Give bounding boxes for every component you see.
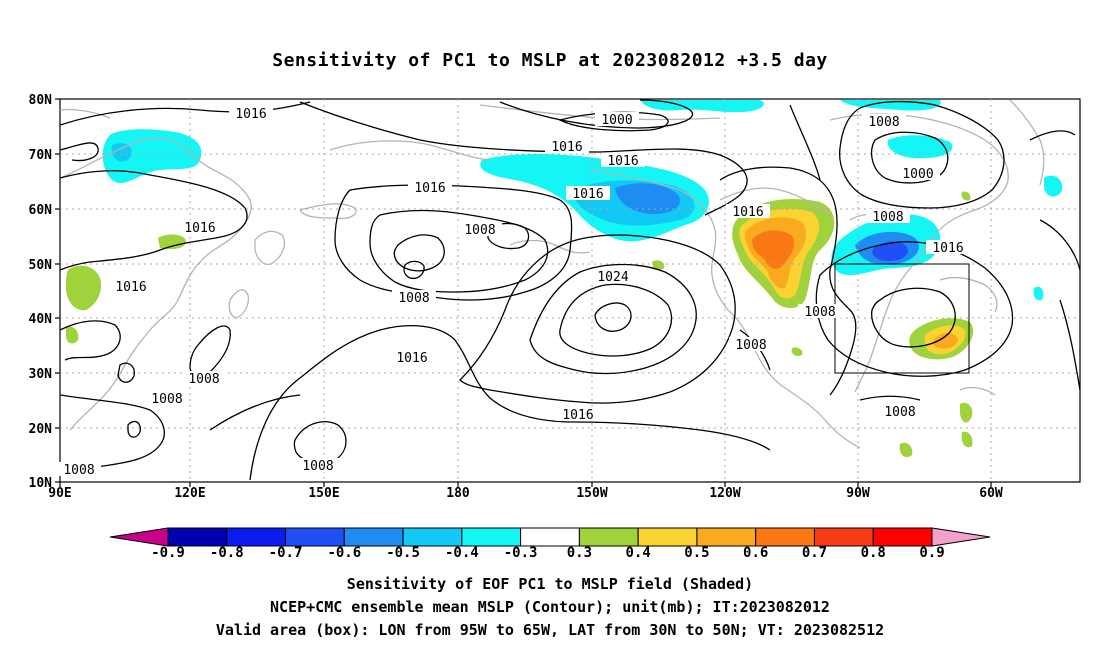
contour-label: 1024 — [597, 270, 628, 285]
contour-label: 1016 — [235, 107, 266, 122]
caption-line-1: Sensitivity of EOF PC1 to MSLP field (Sh… — [346, 575, 754, 593]
neg-region-small — [1033, 286, 1044, 301]
pos-region-small5 — [791, 347, 803, 357]
lon-label: 120E — [174, 486, 205, 501]
colorbar-label: -0.7 — [269, 545, 303, 561]
colorbar-left-triangle — [109, 527, 169, 547]
lat-label: 80N — [29, 93, 53, 108]
contour-label: 1016 — [184, 221, 215, 236]
colorbar-label: 0.8 — [861, 545, 886, 561]
colorbar-segment — [637, 527, 698, 547]
lat-label: 70N — [29, 148, 53, 163]
contour-label: 1016 — [732, 205, 763, 220]
contour-label: 1016 — [562, 408, 593, 423]
pos-region-small4 — [961, 431, 973, 448]
pos-region-small2 — [960, 402, 973, 423]
colorbar-segment — [813, 527, 874, 547]
colorbar-label: 0.5 — [684, 545, 709, 561]
contour-label: 1008 — [63, 463, 94, 478]
contour-label: 1016 — [607, 154, 638, 169]
contour-label: 1008 — [872, 210, 903, 225]
contour-label: 1016 — [396, 351, 427, 366]
neg-region-atlantic — [1044, 175, 1063, 197]
colorbar-segment — [520, 527, 580, 547]
pos-region-small1 — [652, 260, 665, 270]
colorbar-label: -0.8 — [210, 545, 244, 561]
colorbar-label: -0.6 — [327, 545, 361, 561]
colorbar-label: 0.6 — [743, 545, 768, 561]
contour-label: 1000 — [601, 113, 632, 128]
colorbar-label: 0.9 — [919, 545, 944, 561]
colorbar-right-triangle — [931, 527, 991, 547]
contour-label: 1008 — [735, 338, 766, 353]
lon-label: 60W — [979, 486, 1003, 501]
colorbar-segment — [343, 527, 404, 547]
lat-label: 30N — [29, 367, 53, 382]
colorbar-segment — [755, 527, 815, 547]
pos-region-west-coast-06 — [752, 230, 795, 269]
colorbar: -0.9 -0.8 -0.7 -0.6 -0.5 -0.4 -0.3 0.3 0.4 0.5 0.6… — [109, 527, 991, 561]
colorbar-segment — [167, 527, 228, 547]
colorbar-segment — [226, 527, 287, 547]
neg-region-canada-core — [872, 241, 908, 262]
caption-line-2: NCEP+CMC ensemble mean MSLP (Contour); u… — [270, 598, 830, 616]
pos-region-small6 — [961, 191, 971, 201]
lon-label: 150E — [308, 486, 339, 501]
contour-label: 1000 — [902, 167, 933, 182]
ticks — [55, 98, 992, 487]
neg-region-pacific-core — [615, 183, 680, 214]
lon-label: 90W — [846, 486, 870, 501]
colorbar-label: -0.9 — [151, 545, 185, 561]
contour-label: 1008 — [151, 392, 182, 407]
lat-label: 40N — [29, 312, 53, 327]
contour-label: 1016 — [115, 280, 146, 295]
colorbar-segment — [696, 527, 757, 547]
pos-region-asia2 — [66, 326, 79, 344]
colorbar-segment — [402, 527, 463, 547]
colorbar-label: -0.3 — [504, 545, 538, 561]
pos-region-east-us-05 — [933, 332, 958, 349]
contour-label: 1016 — [572, 187, 603, 202]
contour-label: 1008 — [884, 405, 915, 420]
neg-region-greenland — [887, 135, 953, 159]
contour-label-group: 1016 1016 1016 1016 1016 1016 1016 1016 … — [57, 106, 970, 478]
contour-label: 1008 — [398, 291, 429, 306]
contour-label: 1016 — [551, 140, 582, 155]
valid-area-box — [834, 263, 970, 374]
neg-region-west-core — [111, 143, 132, 162]
contour-label: 1008 — [868, 115, 899, 130]
colorbar-label: 0.4 — [626, 545, 651, 561]
sensitivity-map: 1016 1016 1016 1016 1016 1016 1016 1016 … — [29, 93, 1081, 561]
lon-labels: 90E 120E 150E 180 150W 120W 90W 60W — [48, 486, 1003, 501]
contour-label: 1008 — [188, 372, 219, 387]
map-title: Sensitivity of PC1 to MSLP at 2023082012… — [272, 50, 828, 71]
lon-label: 180 — [446, 486, 470, 501]
pos-region-asia3 — [158, 234, 186, 250]
colorbar-label: 0.7 — [802, 545, 827, 561]
lat-labels: 80N 70N 60N 50N 40N 30N 20N 10N — [29, 93, 53, 491]
lon-label: 120W — [709, 486, 740, 501]
contour-label: 1008 — [302, 459, 333, 474]
lon-label: 150W — [576, 486, 607, 501]
contour-label: 1016 — [932, 241, 963, 256]
contour-label: 1016 — [414, 181, 445, 196]
lat-label: 10N — [29, 476, 53, 491]
colorbar-segment — [578, 527, 639, 547]
contour-label: 1008 — [804, 305, 835, 320]
colorbar-segment — [872, 527, 933, 547]
lon-label: 90E — [48, 486, 71, 501]
lat-label: 60N — [29, 203, 53, 218]
colorbar-segment — [285, 527, 345, 547]
pos-region-small3 — [899, 442, 913, 458]
colorbar-label: -0.5 — [386, 545, 420, 561]
colorbar-label: 0.3 — [567, 545, 592, 561]
caption-line-3: Valid area (box): LON from 95W to 65W, L… — [215, 621, 885, 639]
lat-label: 50N — [29, 258, 53, 273]
contour-label: 1008 — [464, 223, 495, 238]
lat-label: 20N — [29, 422, 53, 437]
colorbar-label: -0.4 — [445, 545, 479, 561]
mslp-contours — [60, 99, 1080, 481]
pos-region-asia1 — [66, 265, 102, 311]
colorbar-segment — [461, 527, 522, 547]
